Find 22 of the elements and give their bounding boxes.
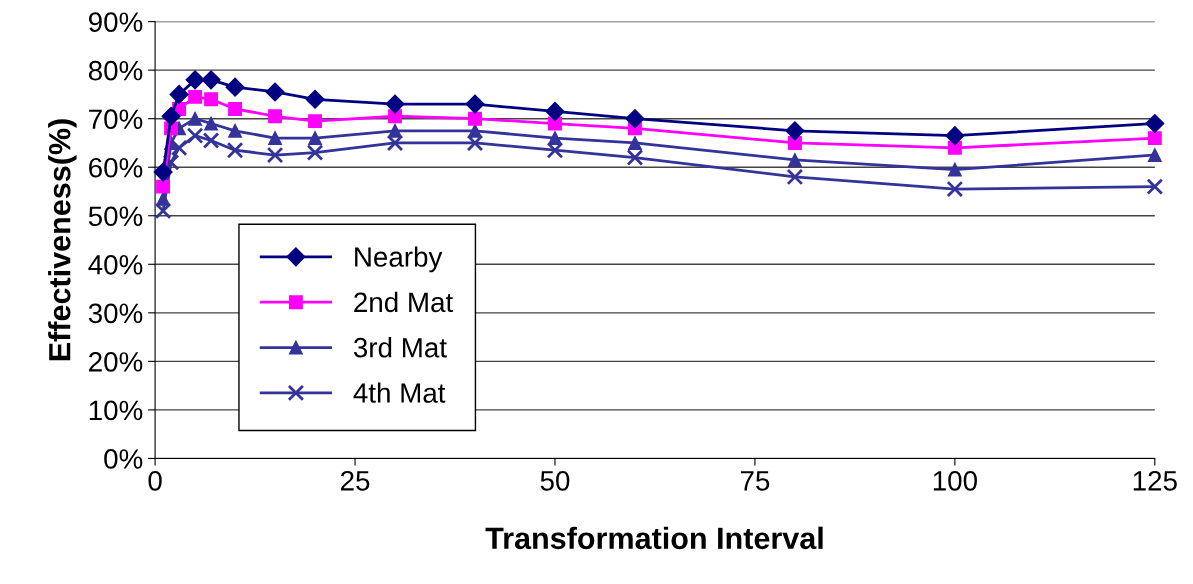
y-tick-label: 30% [88, 303, 143, 324]
y-axis-title: Effectiveness(%) [48, 119, 77, 361]
legend-label: 2nd Mat [354, 291, 454, 313]
x-tick-label: 50 [540, 470, 570, 491]
x-tick-label: 100 [933, 470, 977, 491]
y-tick-label: 40% [88, 254, 143, 275]
y-tick-label: 60% [89, 157, 143, 178]
legend-label: Nearby [355, 246, 443, 273]
x-tick-label: 75 [740, 471, 770, 491]
y-tick-label: 90% [88, 12, 143, 32]
legend-label: 3rd Mat [353, 337, 447, 358]
x-axis-title: Transformation Interval [485, 526, 823, 550]
y-tick-label: 50% [88, 206, 143, 227]
legend-label: 4th Mat [353, 382, 446, 403]
y-tick-label: 80% [88, 60, 143, 81]
y-tick-label: 20% [89, 352, 143, 372]
x-tick-label: 125 [1133, 470, 1177, 491]
x-tick-label: 25 [340, 470, 370, 491]
y-tick-label: 10% [89, 400, 143, 421]
y-tick-label: 70% [89, 109, 143, 130]
x-tick-label: 0 [148, 470, 162, 491]
y-tick-label: 0% [104, 449, 143, 469]
